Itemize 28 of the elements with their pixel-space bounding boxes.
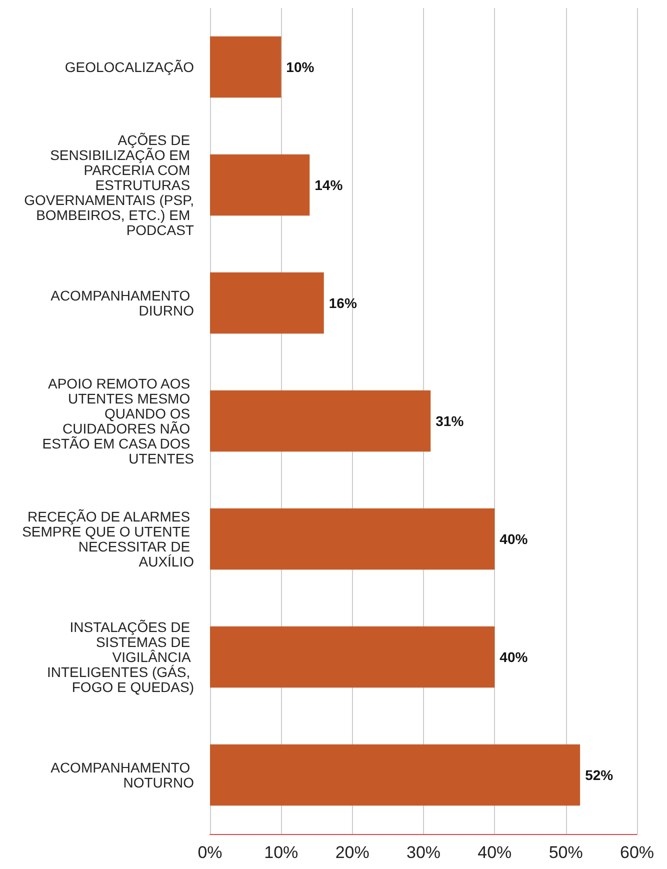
- bar: [210, 626, 495, 688]
- x-tick-label: 40%: [478, 843, 512, 862]
- bar: [210, 36, 282, 98]
- x-tick-label: 0%: [198, 843, 222, 862]
- x-tick-label: 20%: [335, 843, 370, 862]
- data-label: 40%: [500, 649, 528, 665]
- bar: [210, 744, 580, 806]
- bar: [210, 272, 324, 334]
- data-label: 14%: [314, 177, 344, 193]
- x-tick-label: 30%: [406, 843, 441, 862]
- data-label: 16%: [328, 295, 358, 311]
- x-tick-label: 10%: [264, 843, 298, 862]
- x-tick-label: 60%: [620, 843, 654, 862]
- y-tick-label: INSTALAÇÕES DE SISTEMAS DE VIGILÂNCIA INTELIGENTES (GÁS, FOGO E QUEDAS): [46, 619, 194, 695]
- data-label: 31%: [436, 413, 464, 429]
- bar: [210, 154, 310, 216]
- bar: [210, 508, 495, 570]
- data-label: 40%: [500, 531, 528, 547]
- data-label: 10%: [286, 59, 315, 75]
- bar: [210, 390, 431, 452]
- y-tick-label: ACOMPANHAMENTO NOTURNO: [50, 760, 194, 790]
- y-tick-label: AÇÕES DE SENSIBILIZAÇÃO EM PARCERIA COM ESTRUTURAS GOVERNAMENTAIS (PSP, BOMBEIROS, ETC.) EM PODCAST: [24, 132, 194, 238]
- y-tick-label: APOIO REMOTO AOS UTENTES MESMO QUANDO OS CUIDADORES NÃO ESTÃO EM CASA DOS UTENTES: [42, 376, 194, 466]
- y-tick-label: ACOMPANHAMENTO DIURNO: [50, 288, 194, 318]
- data-label: 52%: [585, 767, 614, 783]
- y-tick-label: GEOLOCALIZAÇÃO: [64, 59, 194, 75]
- x-tick-label: 50%: [548, 843, 583, 862]
- y-tick-label: RECEÇÃO DE ALARMES SEMPRE QUE O UTENTE NECESSITAR DE AUXÍLIO: [22, 508, 194, 570]
